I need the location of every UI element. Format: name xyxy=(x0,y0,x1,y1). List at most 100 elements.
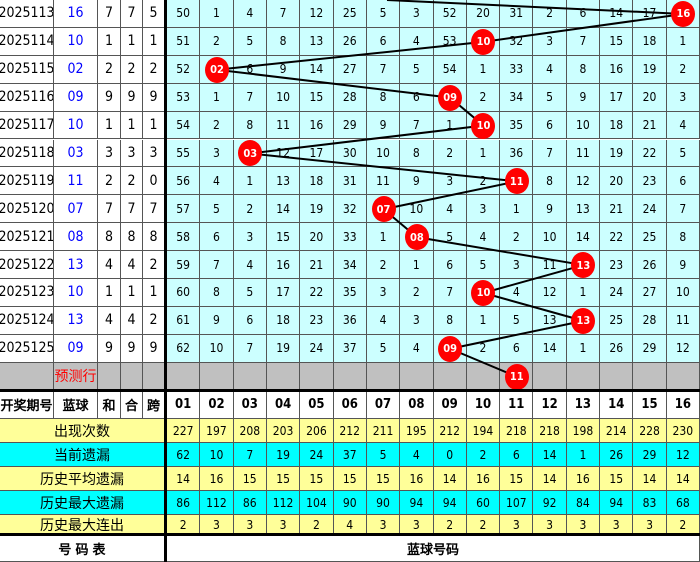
omission-cell: 6 xyxy=(400,83,434,112)
omission-cell: 13 xyxy=(533,306,567,335)
stat-value: 3 xyxy=(400,515,434,535)
hesum-cell: 9 xyxy=(121,334,143,363)
omission-cell: 2 xyxy=(400,279,434,307)
period-cell: 2025122 xyxy=(0,251,54,279)
he-cell: 1 xyxy=(98,111,121,140)
stat-value: 86 xyxy=(167,491,201,515)
omission-cell: 28 xyxy=(633,306,667,335)
stat-value: 29 xyxy=(633,443,667,467)
omission-cell: 21 xyxy=(633,111,667,140)
stat-value: 2 xyxy=(466,443,501,467)
omission-cell: 1 xyxy=(666,27,700,56)
omission-cell: 9 xyxy=(400,167,434,196)
omission-cell: 26 xyxy=(633,251,667,279)
stat-value: 3 xyxy=(366,515,401,535)
stat-label: 历史平均遗漏 xyxy=(0,467,165,491)
kua-cell: 7 xyxy=(143,195,165,224)
omission-cell: 1 xyxy=(466,139,501,168)
predict-cell xyxy=(98,362,121,391)
stat-value: 14 xyxy=(167,467,201,491)
header-number: 15 xyxy=(633,391,667,419)
omission-cell: 2 xyxy=(466,83,501,112)
omission-cell: 55 xyxy=(167,139,201,168)
omission-cell: 16 xyxy=(266,251,301,279)
period-cell: 2025119 xyxy=(0,167,54,196)
he-cell: 4 xyxy=(98,251,121,279)
stat-value: 15 xyxy=(333,467,367,491)
omission-cell: 2 xyxy=(366,251,401,279)
omission-cell: 51 xyxy=(167,27,201,56)
stat-value: 3 xyxy=(500,515,534,535)
omission-cell: 2 xyxy=(466,167,501,196)
omission-cell: 8 xyxy=(666,223,700,252)
stat-value: 94 xyxy=(600,491,634,515)
predict-cell xyxy=(200,362,234,391)
omission-cell: 3 xyxy=(400,306,434,335)
predict-label: 预测行 xyxy=(54,362,98,391)
omission-cell: 14 xyxy=(533,334,567,363)
stat-value: 3 xyxy=(633,515,667,535)
omission-cell: 2 xyxy=(533,0,567,28)
stat-value: 14 xyxy=(533,443,567,467)
omission-cell: 7 xyxy=(533,139,567,168)
blue-cell: 13 xyxy=(54,251,98,279)
omission-cell: 53 xyxy=(167,83,201,112)
header-number: 11 xyxy=(500,391,534,419)
predict-cell xyxy=(466,362,501,391)
predict-cell xyxy=(167,362,201,391)
omission-cell: 31 xyxy=(500,0,534,28)
header-number: 01 xyxy=(167,391,201,419)
omission-cell: 4 xyxy=(400,334,434,363)
kua-cell: 2 xyxy=(143,251,165,279)
omission-cell: 4 xyxy=(433,195,467,224)
hesum-cell: 4 xyxy=(121,306,143,335)
header-number: 03 xyxy=(233,391,267,419)
stat-value: 208 xyxy=(233,419,267,443)
omission-cell: 29 xyxy=(333,111,367,140)
predict-cell xyxy=(666,362,700,391)
omission-cell: 6 xyxy=(433,251,467,279)
omission-cell: 23 xyxy=(633,167,667,196)
omission-cell: 9 xyxy=(200,306,234,335)
predict-cell xyxy=(566,362,601,391)
hesum-cell: 8 xyxy=(121,223,143,252)
omission-cell: 16 xyxy=(600,55,634,84)
stat-value: 14 xyxy=(666,467,700,491)
omission-cell: 1 xyxy=(466,55,501,84)
hesum-cell: 3 xyxy=(121,139,143,168)
omission-cell: 2 xyxy=(666,55,700,84)
omission-cell: 20 xyxy=(300,223,334,252)
omission-cell: 31 xyxy=(333,167,367,196)
omission-cell: 9 xyxy=(666,251,700,279)
blue-cell: 02 xyxy=(54,55,98,84)
kua-cell: 1 xyxy=(143,279,165,307)
period-cell: 2025123 xyxy=(0,279,54,307)
omission-cell: 4 xyxy=(400,27,434,56)
kua-cell: 1 xyxy=(143,27,165,56)
omission-cell: 17 xyxy=(633,0,667,28)
stat-value: 15 xyxy=(366,467,401,491)
hesum-cell: 4 xyxy=(121,251,143,279)
omission-cell: 1 xyxy=(566,279,601,307)
omission-cell: 6 xyxy=(500,334,534,363)
omission-cell: 59 xyxy=(167,251,201,279)
header-number: 08 xyxy=(400,391,434,419)
period-cell: 2025117 xyxy=(0,111,54,140)
omission-cell: 11 xyxy=(566,139,601,168)
omission-cell: 5 xyxy=(233,279,267,307)
he-cell: 4 xyxy=(98,306,121,335)
omission-cell: 36 xyxy=(500,139,534,168)
predict-cell xyxy=(233,362,267,391)
omission-cell: 33 xyxy=(500,55,534,84)
predict-cell xyxy=(533,362,567,391)
omission-cell: 6 xyxy=(366,27,401,56)
kua-cell: 8 xyxy=(143,223,165,252)
predict-cell xyxy=(600,362,634,391)
predict-cell xyxy=(121,362,143,391)
he-cell: 1 xyxy=(98,279,121,307)
hesum-cell: 1 xyxy=(121,27,143,56)
stat-value: 2 xyxy=(300,515,334,535)
omission-cell: 9 xyxy=(266,55,301,84)
he-cell: 7 xyxy=(98,0,121,28)
omission-cell: 3 xyxy=(366,279,401,307)
